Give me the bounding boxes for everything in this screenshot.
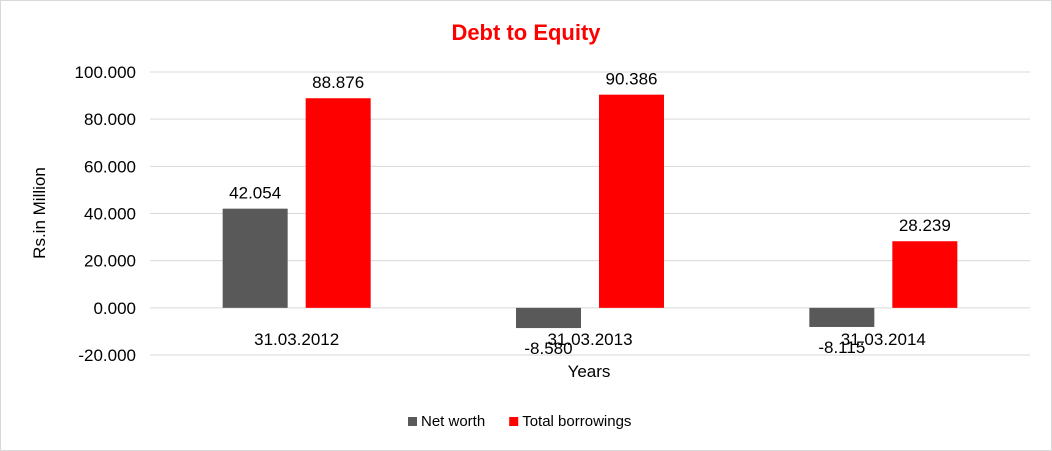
data-label: 42.054 [229, 184, 281, 203]
y-axis-tick-labels: -20.000 0.000 20.000 40.000 60.000 80.000 100.… [75, 63, 136, 365]
y-axis-title: Rs.in Million [30, 167, 49, 259]
data-label: -8.115 [818, 338, 865, 357]
data-label: -8.580 [524, 339, 572, 358]
x-axis-category-labels: 31.03.2012 31.03.2013 31.03.2014 [254, 330, 926, 349]
y-tick-label: 20.000 [84, 252, 136, 271]
y-tick-label: 60.000 [84, 157, 136, 176]
y-tick-label: 0.000 [93, 299, 136, 318]
bar [599, 94, 664, 308]
bar [222, 208, 288, 308]
bar [305, 98, 371, 308]
x-tick-label: 31.03.2014 [841, 330, 926, 349]
y-tick-label: -20.000 [78, 346, 136, 365]
data-label: 90.386 [606, 70, 658, 89]
data-label: 28.239 [899, 216, 951, 235]
bar [809, 307, 875, 327]
x-tick-label: 31.03.2012 [254, 330, 339, 349]
bar [516, 307, 581, 329]
chart-title: Debt to Equity [451, 20, 601, 45]
legend-label: Net worth [421, 413, 485, 430]
gridlines [150, 71, 1030, 356]
y-tick-label: 80.000 [84, 110, 136, 129]
y-tick-label: 40.000 [84, 205, 136, 224]
x-tick-label: 31.03.2013 [547, 330, 632, 349]
data-label: 88.876 [312, 73, 364, 92]
data-labels: 42.054 88.876 -8.580 90.386 -8.115 28.239 [229, 70, 951, 358]
y-tick-label: 100.000 [75, 63, 136, 82]
legend-swatch [509, 417, 519, 426]
bar [892, 241, 958, 308]
legend-label: Total borrowings [522, 413, 631, 430]
x-axis-title: Years [568, 362, 611, 381]
legend: Net worth Total borrowings [408, 413, 631, 430]
legend-swatch [408, 417, 417, 426]
bars [222, 94, 958, 329]
